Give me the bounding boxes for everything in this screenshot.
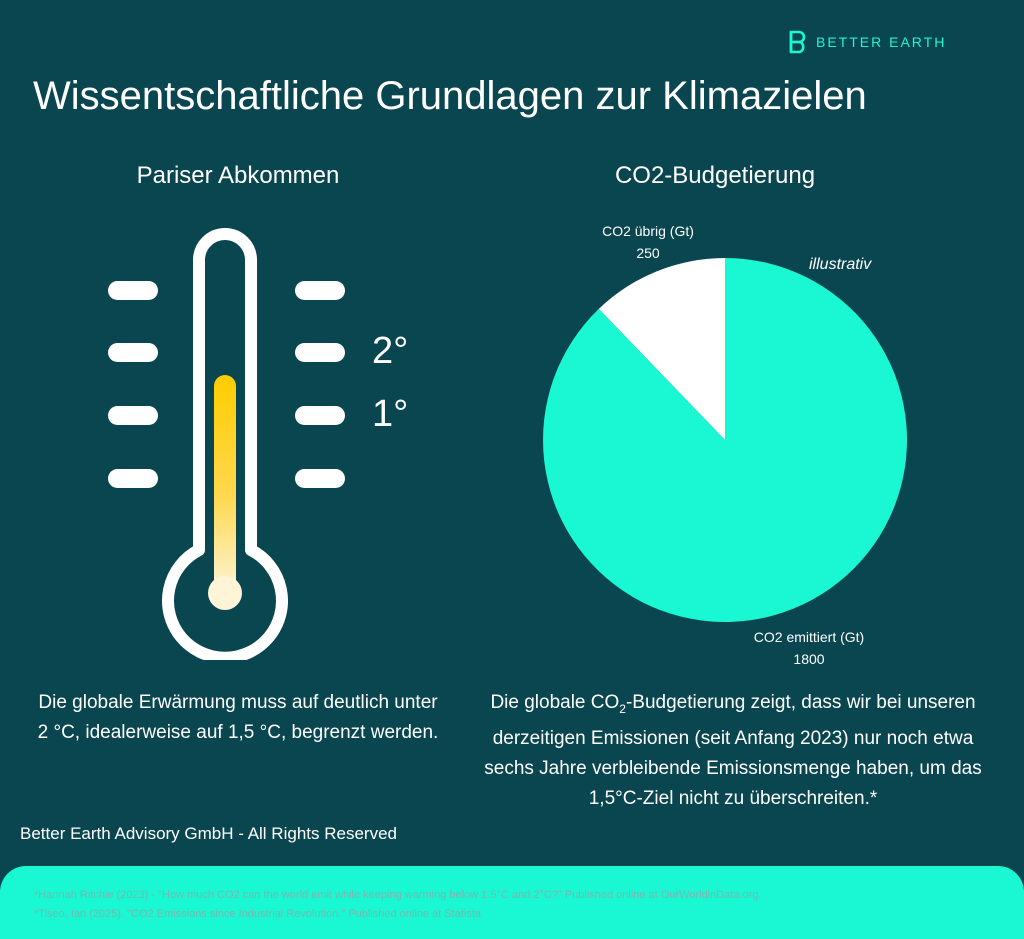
paris-heading: Pariser Abkommen bbox=[136, 162, 340, 189]
thermometer-outline bbox=[162, 228, 288, 660]
slice-label-remaining: CO2 übrig (Gt) 250 bbox=[580, 220, 716, 264]
co2-description: Die globale CO2-Budgetierung zeigt, dass… bbox=[470, 688, 996, 814]
illustrative-note: illustrativ bbox=[809, 256, 872, 273]
tick-mark bbox=[108, 281, 158, 300]
tick-mark bbox=[295, 281, 345, 300]
thermometer-bulb bbox=[208, 576, 242, 610]
footnote: *Tiseo, Ian (2025). "CO2 Emissions since… bbox=[34, 908, 482, 920]
tick-mark bbox=[295, 469, 345, 488]
brand-logo: BETTER EARTH bbox=[788, 30, 946, 54]
slice-value: 1800 bbox=[793, 651, 825, 667]
brand-name: BETTER EARTH bbox=[816, 34, 947, 50]
tick-mark bbox=[108, 343, 158, 362]
tick-mark bbox=[295, 406, 345, 425]
tick-mark bbox=[295, 343, 345, 362]
slice-label: CO2 emittiert (Gt) bbox=[753, 629, 865, 645]
copyright: Better Earth Advisory GmbH - All Rights … bbox=[20, 824, 397, 843]
tick-mark bbox=[108, 406, 158, 425]
pie-slice bbox=[598, 258, 725, 440]
slice-value: 250 bbox=[636, 245, 660, 261]
paris-description: Die globale Erwärmung muss auf deutlich … bbox=[37, 692, 439, 743]
thermometer-fill bbox=[214, 375, 236, 593]
mark-2-degrees: 2° bbox=[372, 330, 409, 372]
slice-label: CO2 übrig (Gt) bbox=[602, 223, 694, 239]
co2-heading: CO2-Budgetierung bbox=[614, 162, 816, 189]
pie-slice bbox=[543, 258, 907, 622]
footnote: *Hannah Ritchie (2023) - "How much CO2 c… bbox=[34, 889, 762, 901]
page-title: Wissentschaftliche Grundlagen zur Klimaz… bbox=[33, 74, 867, 118]
co2-description-start: Die globale CO bbox=[490, 692, 620, 713]
co2-subscript: 2 bbox=[619, 701, 626, 716]
mark-1-degree: 1° bbox=[372, 393, 409, 435]
footer-band: *Hannah Ritchie (2023) - "How much CO2 c… bbox=[0, 866, 1024, 939]
co2-pie-chart bbox=[543, 258, 907, 622]
thermometer-icon bbox=[108, 228, 345, 660]
co2-description-end: -Budgetierung zeigt, dass wir bei unsere… bbox=[484, 692, 982, 809]
logo-b-icon bbox=[789, 30, 806, 54]
slice-label-emitted: CO2 emittiert (Gt) 1800 bbox=[736, 626, 882, 670]
tick-mark bbox=[108, 469, 158, 488]
